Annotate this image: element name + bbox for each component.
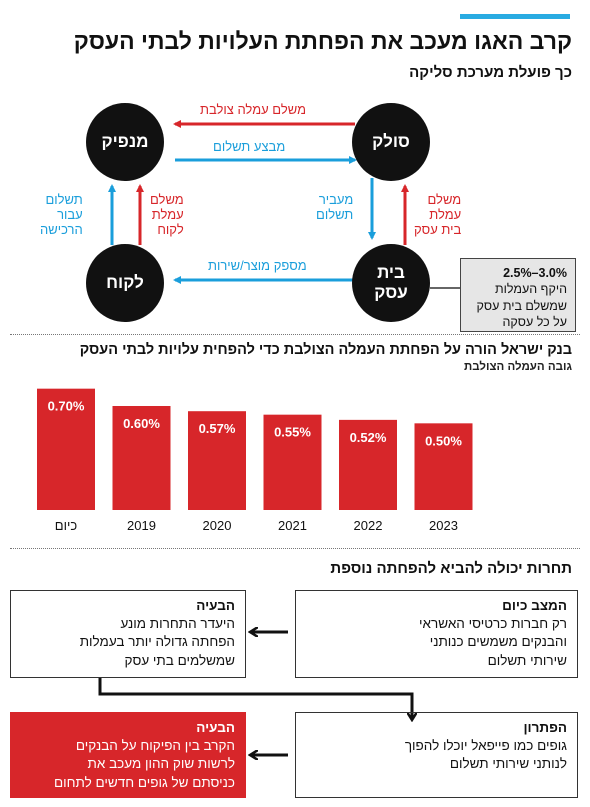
node-merchant: בית עסק: [352, 244, 430, 322]
label-transfer-payment: מעביר תשלום: [316, 192, 354, 222]
label-provides-product: מספק מוצר/שירות: [208, 258, 307, 273]
category-label-4: 2022: [354, 518, 383, 533]
problem1-text: היעדר התחרות מונע הפחתה גדולה יותר בעמלו…: [79, 616, 235, 668]
accent-bar: [460, 14, 570, 19]
category-label-0: כיום: [55, 518, 78, 533]
bar-value-label-3: 0.55%: [274, 425, 311, 440]
box-problem-2: הבעיה הקרב בין הפיקוח על הבנקים לרשות שו…: [10, 712, 246, 798]
competition-heading: תחרות יכולה להביא להפחתה נוספת: [330, 560, 572, 577]
category-label-3: 2021: [278, 518, 307, 533]
chart-subheading: גובה העמלה הצולבת: [464, 361, 572, 373]
bar-chart: 0.70% כיום 0.60% 2019 0.57% 2020 0.55% 2021 0.52…: [37, 388, 473, 533]
diagram-heading: כך פועלת מערכת סליקה: [409, 64, 572, 81]
label-customer-fee: משלם עמלת לקוח: [150, 192, 184, 237]
divider-2: [10, 548, 580, 549]
category-label-5: 2023: [429, 518, 458, 533]
current-state-text: רק חברות כרטיסי האשראי והבנקים משמשים כנ…: [419, 616, 567, 668]
bar-value-label-2: 0.57%: [199, 421, 236, 436]
node-acquirer: סולק: [352, 103, 430, 181]
problem2-title: הבעיה: [196, 720, 235, 735]
bar-3: [263, 414, 322, 510]
diagram-arrows: [108, 120, 460, 289]
bar-2: [188, 411, 246, 510]
bar-0: [37, 388, 95, 510]
bar-value-label-1: 0.60%: [123, 416, 160, 431]
problem1-title: הבעיה: [196, 598, 235, 613]
solution-title: הפתרון: [523, 720, 567, 735]
bar-4: [339, 419, 397, 510]
box-current-state: המצב כיום רק חברות כרטיסי האשראי והבנקים…: [295, 590, 578, 678]
box-problem-1: הבעיה היעדר התחרות מונע הפחתה גדולה יותר…: [10, 590, 246, 678]
category-label-2: 2020: [203, 518, 232, 533]
box-solution: הפתרון גופים כמו פייפאל יוכלו להפוך לנות…: [295, 712, 578, 798]
bar-value-label-4: 0.52%: [350, 430, 387, 445]
fee-description: היקף העמלות שמשלם בית עסק על כל עסקה: [476, 282, 567, 329]
bar-1: [112, 406, 171, 510]
node-customer: לקוח: [86, 244, 164, 322]
fee-range: 2.5%–3.0%: [503, 266, 567, 280]
arrow-problem-to-solution: [98, 678, 412, 718]
label-merchant-fee: משלם עמלת בית עסק: [414, 192, 462, 237]
solution-text: גופים כמו פייפאל יוכלו להפוך לנותני שירו…: [404, 738, 567, 772]
current-state-title: המצב כיום: [502, 598, 567, 613]
fee-info-box: 2.5%–3.0% היקף העמלות שמשלם בית עסק על כ…: [460, 258, 576, 332]
problem2-text: הקרב בין הפיקוח על הבנקים לרשות שוק ההון…: [53, 738, 235, 790]
page-title: קרב האגו מעכב את הפחתת העלויות לבתי העסק: [73, 28, 572, 54]
bar-value-label-5: 0.50%: [425, 433, 462, 448]
label-purchase-payment: תשלום עבור הרכישה: [40, 192, 83, 237]
label-payment-execution: מבצע תשלום: [213, 139, 286, 154]
bar-value-label-0: 0.70%: [48, 399, 85, 414]
node-issuer: מנפיק: [86, 103, 164, 181]
bar-5: [414, 423, 473, 510]
label-interchange-fee: משלם עמלה צולבת: [200, 102, 307, 117]
divider-1: [10, 334, 580, 335]
category-label-1: 2019: [127, 518, 156, 533]
chart-heading: בנק ישראל הורה על הפחתת העמלה הצולבת כדי…: [79, 342, 572, 358]
